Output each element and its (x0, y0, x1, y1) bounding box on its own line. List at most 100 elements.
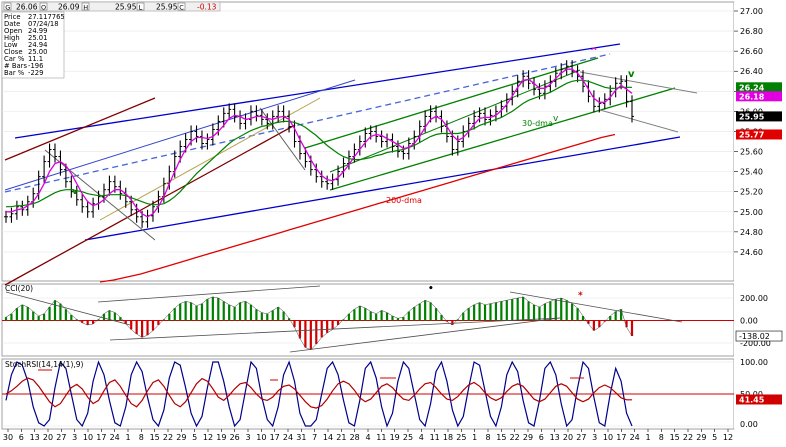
header-low: 25.95 (115, 3, 137, 12)
price-y-tick-label: 26.80 (740, 27, 763, 36)
x-tick-label: 24 (283, 433, 293, 442)
x-tick-label: 25 (403, 433, 413, 442)
ohlc-header: G 26.06 O 26.09 H 25.95 L 25.95 C -0.13 (1, 1, 221, 12)
axis-area-bg (734, 2, 784, 429)
info-box: Price 27.117765 Date 07/24/18 Open 24.99 High 2… (1, 11, 65, 79)
x-tick-label: 27 (576, 433, 586, 442)
stoch-last-value: 41.45 (739, 395, 765, 404)
x-tick-label: 8 (485, 433, 490, 442)
price-tag-label: 26.24 (739, 83, 765, 92)
x-tick-label: 13 (550, 433, 560, 442)
x-tick-label: 17 (96, 433, 106, 442)
cci-grid (2, 297, 734, 344)
price-y-tick-label: 25.40 (740, 168, 763, 177)
x-tick-label: 17 (270, 433, 280, 442)
price-y-tick-label: 24.60 (740, 248, 763, 257)
x-tick-label: 11 (430, 433, 440, 442)
x-tick-label: 6 (19, 433, 24, 442)
x-tick-label: 13 (30, 433, 40, 442)
cci-star-marker: * (578, 291, 583, 301)
info-label: Price (4, 13, 21, 21)
x-tick-label: 1 (645, 433, 650, 442)
price-tag-label: 25.95 (739, 112, 765, 121)
x-tick-label: 27 (56, 433, 66, 442)
ma-30-line (6, 79, 632, 208)
header-open-flag: O (41, 3, 46, 11)
price-moving-averages (6, 68, 633, 283)
info-value: 25.01 (28, 34, 47, 42)
x-tick-label: 26 (230, 433, 240, 442)
x-tick-label: 1 (125, 433, 130, 442)
green-channel-lower (329, 87, 676, 191)
info-label: Bar % (4, 69, 25, 77)
x-tick-label: 3 (72, 433, 77, 442)
channel-lower-line (84, 136, 681, 241)
x-tick-label: 14 (323, 433, 333, 442)
header-high: 26.09 (58, 3, 80, 12)
info-label: Open (4, 27, 22, 35)
x-tick-label: 20 (43, 433, 53, 442)
x-tick-label: 30 (3, 433, 13, 442)
x-tick-label: 18 (443, 433, 453, 442)
gray-x-line-1 (44, 149, 156, 241)
cci-title: CCI(20) (5, 284, 33, 293)
stoch-y-tick-label: 0.00 (740, 420, 758, 429)
x-tick-label: 29 (176, 433, 186, 442)
x-tick-label: 3 (592, 433, 597, 442)
price-y-tick-label: 24.80 (740, 228, 763, 237)
annotation-v-green-right: v (628, 69, 635, 80)
x-tick-label: 22 (163, 433, 173, 442)
brown-trend-lower-line (4, 124, 296, 286)
info-value: -196 (28, 62, 43, 70)
price-tag-label: 26.18 (739, 92, 765, 101)
x-tick-label: 10 (256, 433, 266, 442)
cci-dot-marker: • (428, 284, 434, 294)
price-tag-bg (736, 82, 782, 93)
brown-trend-upper-line (4, 97, 156, 161)
info-value: 25.00 (28, 48, 47, 56)
price-panel-bg (1, 1, 735, 282)
x-tick-label: 19 (390, 433, 400, 442)
x-tick-label: 28 (350, 433, 360, 442)
price-y-tick-label: 25.20 (740, 188, 763, 197)
cci-last-value: -138.02 (739, 332, 770, 341)
annotation-v-green-left: v (72, 187, 78, 197)
x-tick-label: 22 (510, 433, 520, 442)
header-close: 25.95 (156, 3, 178, 12)
x-tick-label: 10 (83, 433, 93, 442)
x-tick-label: 12 (723, 433, 733, 442)
x-tick-label: 22 (683, 433, 693, 442)
price-y-tick-label: 27.00 (740, 7, 763, 16)
x-tick-label: 4 (419, 433, 424, 442)
x-tick-label: 24 (110, 433, 120, 442)
stoch-slow-line (5, 377, 632, 409)
gray-wedge-lower (599, 109, 679, 133)
header-high-flag: H (83, 3, 88, 11)
x-tick-label: 8 (659, 433, 664, 442)
info-value: 11.1 (28, 55, 43, 63)
cci-y-tick-label: 0.00 (740, 317, 758, 326)
price-tag-bg (736, 111, 782, 122)
green-channel-upper (304, 57, 599, 149)
info-value: 24.99 (28, 27, 47, 35)
stoch-y-tick-label: 100.00 (740, 358, 768, 367)
x-tick-label: 6 (539, 433, 544, 442)
x-tick-label: 15 (670, 433, 680, 442)
ma-short-line (6, 68, 633, 218)
info-label: Close (4, 48, 23, 56)
info-label: Car % (4, 55, 25, 63)
header-symbol-box: G (5, 3, 10, 11)
x-tick-label: 19 (216, 433, 226, 442)
header-change: -0.13 (197, 3, 217, 12)
cci-y-tick-label: 200.00 (740, 294, 768, 303)
cci-y-tick-label: -200.00 (740, 339, 771, 348)
cci-histogram (4, 296, 634, 351)
cci-trend-lines (5, 285, 683, 353)
channel-mid-dashed-line (4, 53, 611, 193)
x-tick-label: 7 (312, 433, 317, 442)
info-label: Low (4, 41, 18, 49)
ma-200-line (99, 133, 616, 283)
